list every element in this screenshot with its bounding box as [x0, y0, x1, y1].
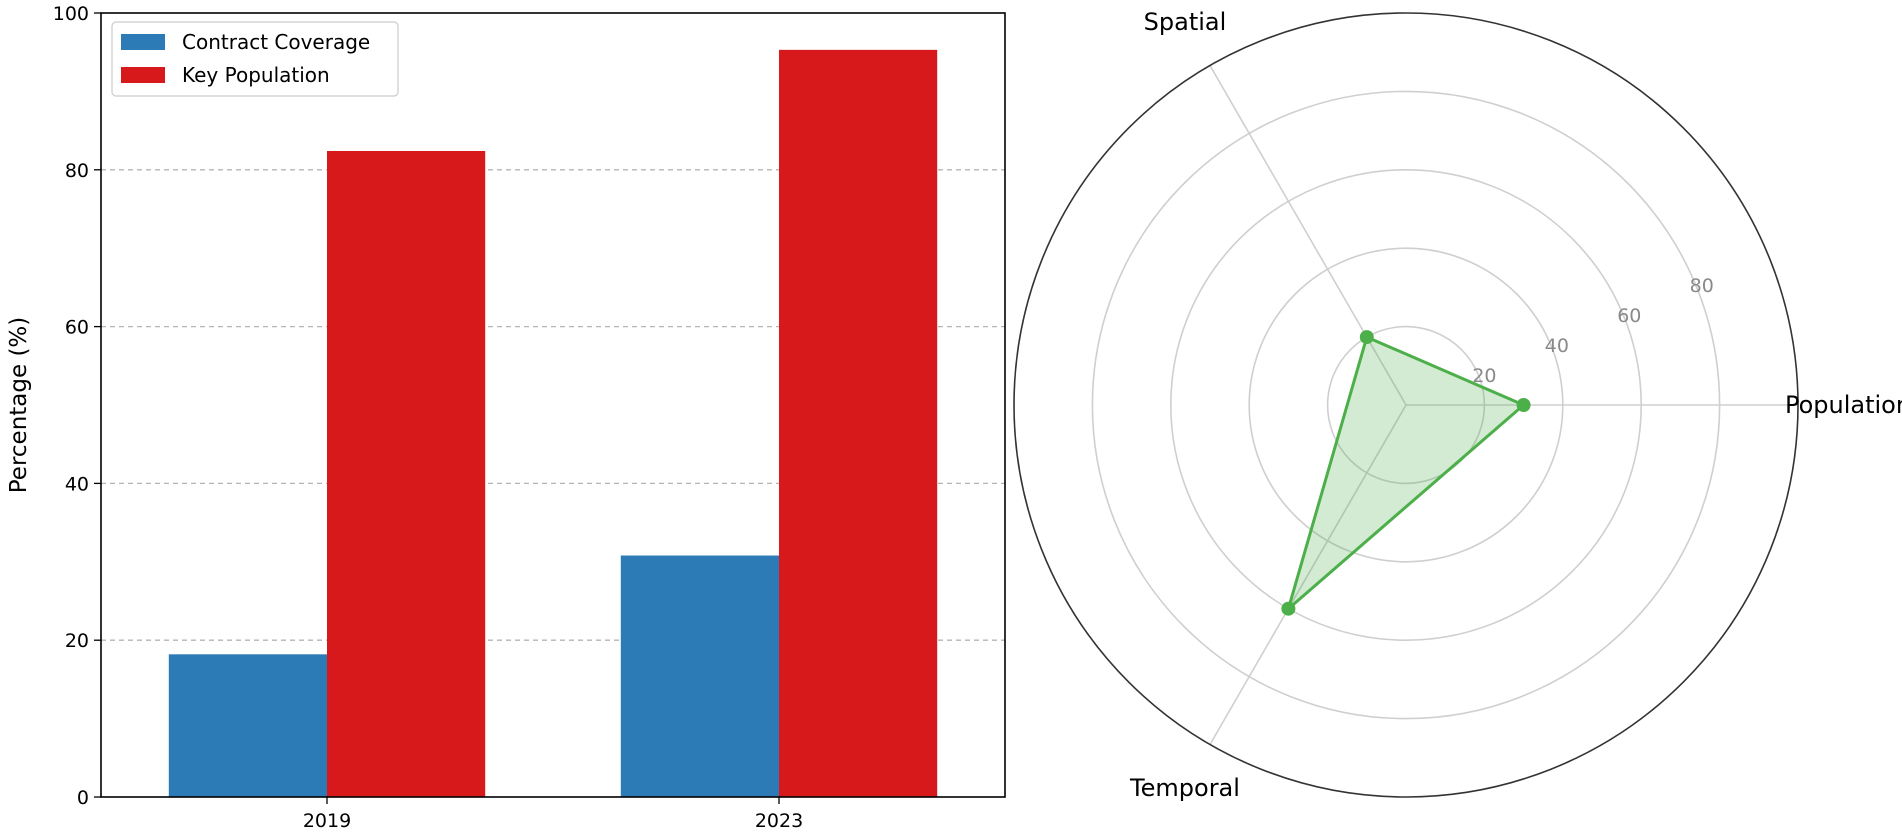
radar-chart: 20 40 60 80 Population Spatial Temporal	[1013, 8, 1902, 802]
legend-label: Contract Coverage	[182, 30, 370, 54]
bar-legend: Contract Coverage Key Population	[111, 21, 399, 97]
legend-label: Key Population	[182, 63, 330, 87]
legend-swatch	[121, 34, 165, 50]
y-tick-label: 100	[53, 3, 89, 25]
radar-axis-label-temporal: Temporal	[1129, 774, 1240, 802]
radar-series-area	[1286, 335, 1526, 611]
bar-key-population-2023	[779, 49, 938, 797]
radar-tick-label: 80	[1690, 275, 1714, 297]
bar-x-axis: 2019 2023	[303, 797, 803, 832]
bar-gridlines	[101, 169, 1005, 641]
bar-key-population-2019	[327, 150, 486, 797]
radar-point-temporal	[1281, 601, 1296, 616]
radar-axis-label-spatial: Spatial	[1144, 8, 1227, 36]
radar-point-spatial	[1359, 330, 1374, 345]
y-tick-label: 40	[65, 473, 89, 495]
radar-tick-label: 60	[1617, 305, 1641, 327]
radar-spoke	[1209, 404, 1407, 745]
radar-series-group	[1281, 330, 1531, 616]
radar-tick-label: 20	[1472, 365, 1496, 387]
radar-outer-frame	[1013, 12, 1799, 798]
x-tick-label: 2019	[303, 810, 351, 832]
bar-contract-coverage-2023	[620, 555, 779, 797]
bar-contract-coverage-2019	[168, 654, 327, 797]
radar-grid	[1091, 65, 1798, 745]
bar-y-axis-title: Percentage (%)	[6, 317, 32, 494]
bar-chart: 0 20 40 60 80 100 2019 2023 Percentage (%) Con…	[6, 3, 1006, 832]
radar-point-population	[1516, 398, 1531, 412]
radar-axis-labels: Population Spatial Temporal	[1129, 8, 1902, 802]
y-tick-label: 60	[65, 317, 89, 339]
radar-tick-label: 40	[1545, 335, 1569, 357]
radar-axis-label-population: Population	[1785, 391, 1902, 419]
bar-plot-frame	[100, 12, 1006, 798]
y-tick-label: 0	[77, 787, 89, 809]
y-tick-label: 80	[65, 160, 89, 182]
radar-radial-ticks: 20 40 60 80	[1472, 275, 1713, 387]
bar-series-group	[168, 49, 938, 797]
legend-box	[111, 21, 399, 97]
x-tick-label: 2023	[755, 810, 803, 832]
radar-spoke	[1209, 65, 1407, 406]
y-tick-label: 20	[65, 630, 89, 652]
bar-y-axis: 0 20 40 60 80 100	[53, 3, 101, 809]
legend-swatch	[121, 67, 165, 83]
